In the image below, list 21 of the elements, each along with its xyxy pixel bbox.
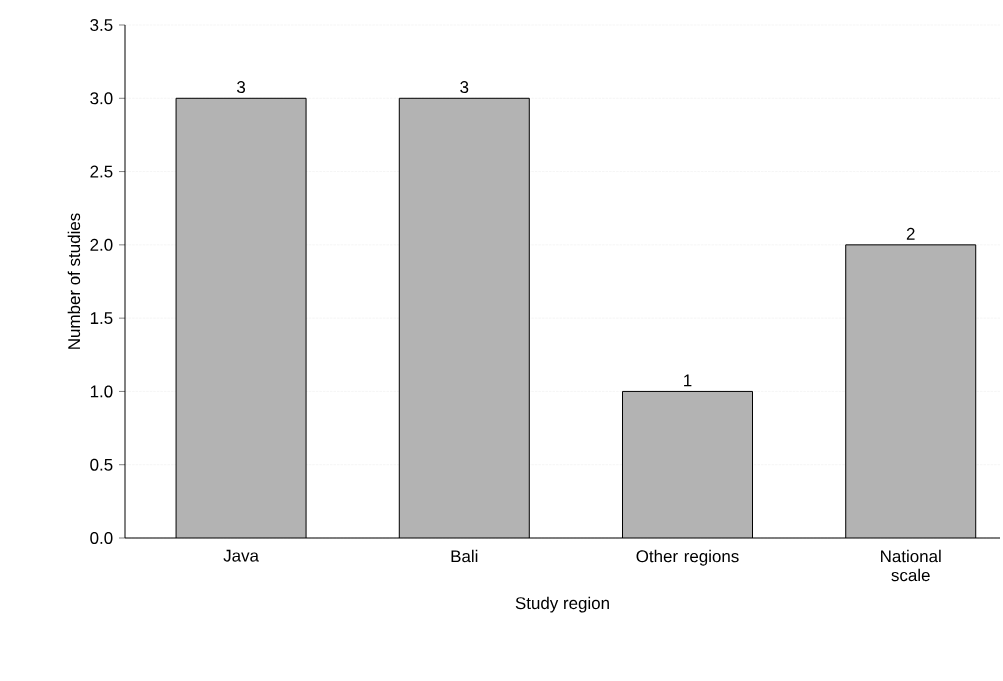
x-tick-label: Java [223,549,259,562]
x-tick-label: National scale [881,549,941,582]
y-axis-title: Number of studies [67,213,81,349]
y-tick-label: 3.0 [90,92,113,105]
data-label: 3 [237,81,246,94]
bar [845,244,977,538]
y-tick-label: 2.0 [90,238,113,251]
bar [622,391,753,538]
y-tick-label: 0.5 [90,458,113,471]
bar [176,98,307,538]
y-tick-label: 3.5 [90,19,113,31]
data-label: 3 [460,81,469,94]
y-tick-label: 0.0 [90,532,113,544]
data-label: 1 [684,374,692,387]
y-tick-label: 2.5 [90,165,113,178]
x-tick-label: Bali [451,549,478,563]
y-tick-label: 1.0 [90,385,113,398]
data-label: 2 [906,227,915,240]
x-axis-title: Study region [515,596,609,613]
x-tick-label: Other regions [636,549,739,566]
y-tick-label: 1.5 [90,312,113,325]
